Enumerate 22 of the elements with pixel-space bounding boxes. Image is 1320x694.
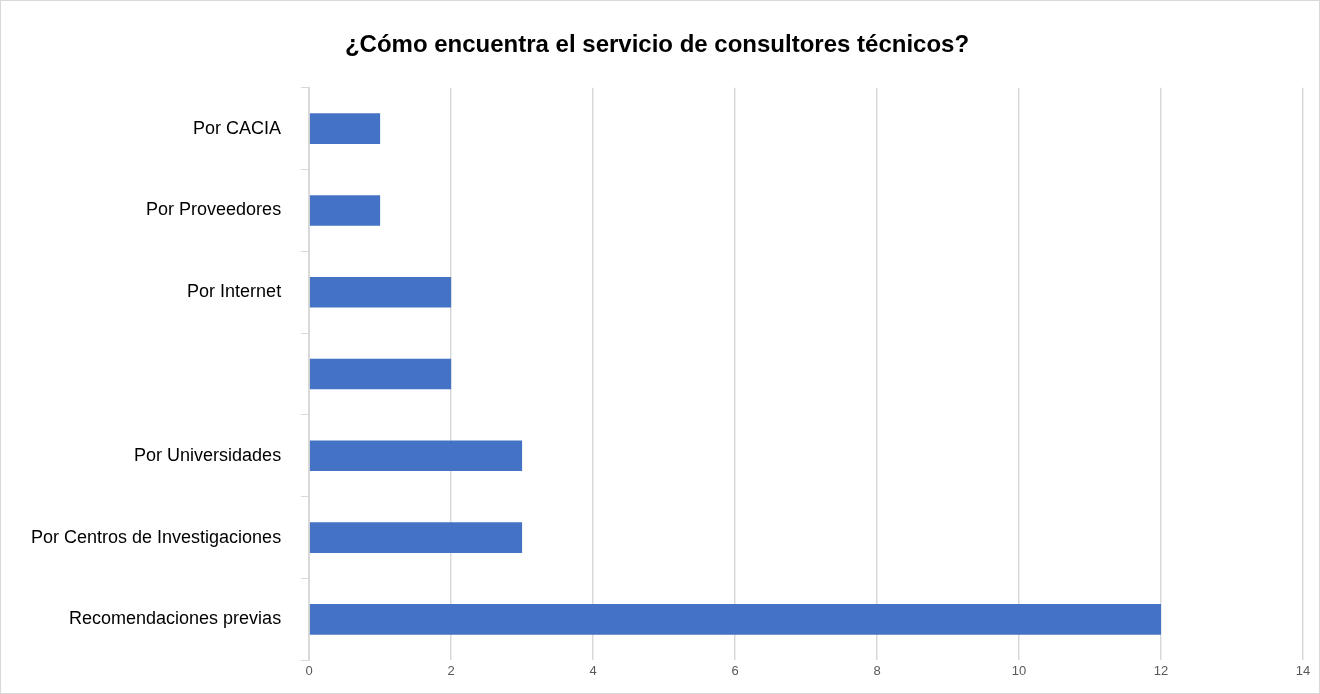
x-tick-label: 12 [1153, 662, 1169, 678]
y-tick-label: Por CACIA [193, 117, 282, 138]
x-tick-label: 14 [1295, 662, 1311, 678]
bar [309, 522, 523, 553]
bar [309, 358, 452, 390]
x-tick-label: 0 [305, 662, 313, 678]
x-tick-label: 10 [1011, 662, 1027, 678]
y-tick-label: Recomendaciones previas [69, 608, 282, 629]
bar [309, 276, 452, 308]
bar [309, 195, 381, 226]
y-tick-label: Por Centros de Investigaciones [31, 526, 282, 547]
x-tick-label: 6 [731, 662, 739, 678]
x-tick-label: 4 [589, 662, 597, 678]
x-tick-label: 8 [873, 662, 881, 678]
bar [309, 440, 523, 472]
y-tick-label: Por Proveedores [146, 199, 282, 220]
y-tick-label: Por Internet [187, 281, 282, 302]
chart-title: ¿Cómo encuentra el servicio de consultores técnicos? [344, 30, 970, 58]
bar [309, 113, 381, 145]
x-tick-label: 2 [447, 662, 455, 678]
y-tick-label: Por Universidades [134, 444, 282, 465]
bar [309, 603, 1162, 635]
